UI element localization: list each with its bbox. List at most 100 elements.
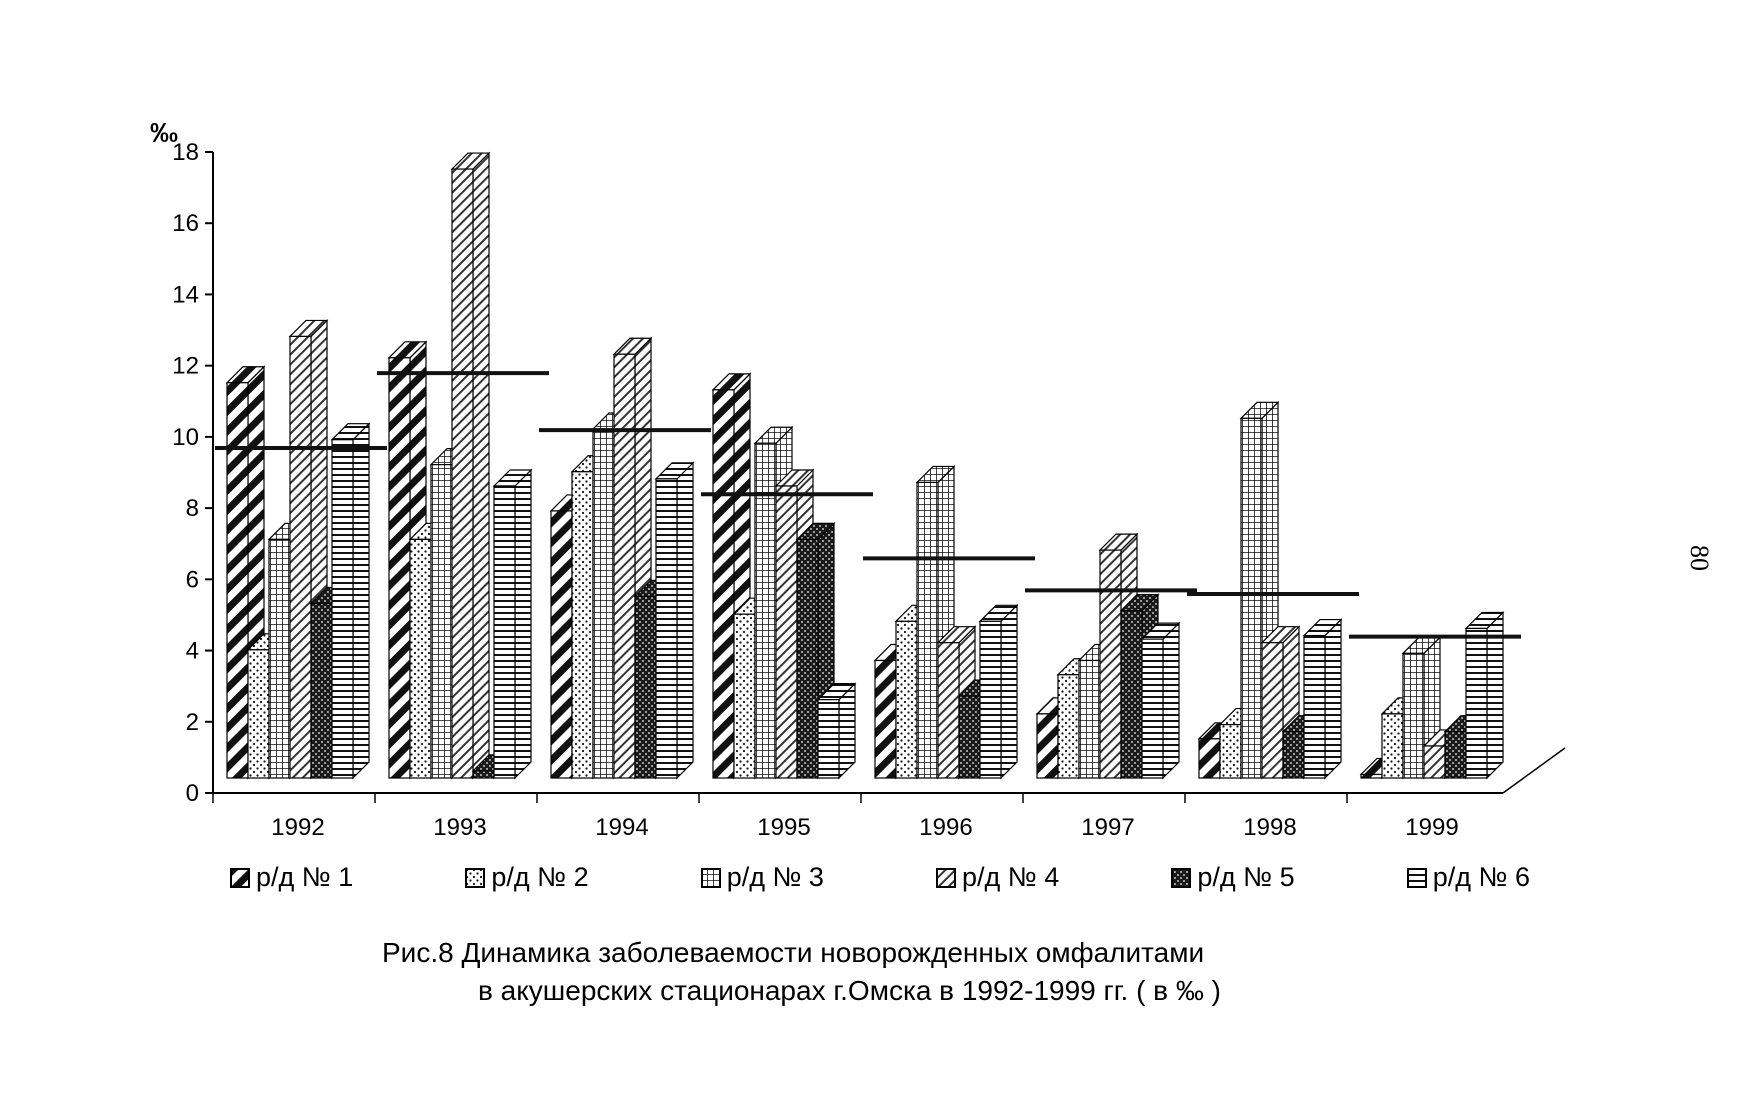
bar-front [634,595,657,779]
bar-front [1381,713,1404,779]
bar-side [1000,603,1018,780]
floor-edge [1502,747,1566,794]
bar-front [388,357,411,779]
x-tick-label: 1995 [757,814,810,841]
x-tick-label: 1997 [1081,814,1134,841]
bar-front [550,510,573,779]
x-tick-label: 1994 [595,814,648,841]
bar-front [1444,731,1467,779]
bar-front [247,649,270,779]
y-tick-label: 12 [172,353,199,380]
x-tick-label: 1999 [1405,814,1458,841]
bar-front [409,538,432,779]
bar-front [916,481,939,779]
bar [450,151,491,780]
bar-front [1099,549,1122,779]
bar-front [1219,723,1242,779]
legend-item: р/д № 2 [465,862,589,893]
legend-swatch [1406,867,1427,888]
legend-item: р/д № 1 [230,862,353,893]
legend-label: р/д № 6 [1432,862,1530,892]
average-lines [215,371,1521,639]
bar-front [1141,638,1164,779]
axis-labels: 0 2 4 6 8 10 12 14 16 18‰ 1992 1993 1994 1995 1996 1997… [150,117,1459,841]
legend-item: р/д № 3 [700,862,824,893]
legend-swatch [700,867,721,888]
y-tick-label: 18 [172,139,199,166]
bar [1464,610,1505,780]
bar-front [733,613,756,779]
bar-front [613,353,636,779]
bar-front [655,478,678,779]
legend-label: р/д № 1 [256,862,354,892]
bar-front [268,538,291,779]
bar [1302,618,1343,780]
y-tick-label: 16 [172,210,199,237]
bar [492,468,533,780]
bar-front [775,485,798,779]
figure-caption: Рис.8 Динамика заболеваемости новорожден… [382,934,1221,1010]
caption-line-2: в акушерских стационарах г.Омска в 1992-… [478,975,1221,1006]
bar-front [1360,773,1383,779]
bar-front [1282,731,1305,779]
bar-front [1465,627,1488,779]
legend: р/д № 1 р/д № 2 р/д № 3 р/д № 4 р/д № 5 р/д №… [230,862,1530,893]
bar-side [1162,621,1180,780]
x-tick-label: 1993 [433,814,486,841]
bar-front [592,428,615,779]
y-tick-label: 6 [186,566,199,593]
legend-swatch [465,867,486,888]
bar-front [1120,610,1143,779]
bar-front [1240,417,1263,779]
legend-label: р/д № 2 [491,862,589,892]
bar-front [817,699,840,779]
x-tick-label: 1998 [1243,814,1296,841]
legend-label: р/д № 5 [1197,862,1295,892]
y-tick-label: 8 [186,495,199,522]
bar [1140,621,1181,780]
bar-front [1198,738,1221,779]
y-tick-label: 0 [186,780,199,807]
bar-front [226,382,249,779]
bar-front [571,471,594,779]
page-number: 80 [1685,545,1714,571]
caption-line-1: Рис.8 Динамика заболеваемости новорожден… [382,937,1205,968]
bar-side [472,151,490,780]
bar-front [874,659,897,779]
bar [816,682,857,780]
bar-front [430,464,453,779]
legend-label: р/д № 4 [962,862,1060,892]
bar-front [979,620,1002,779]
legend-item: р/д № 6 [1406,862,1530,893]
y-unit-label: ‰ [150,117,178,148]
bar-side [514,468,532,780]
bar-side [1324,618,1342,780]
bar-front [712,389,735,779]
bar-front [1423,745,1446,779]
bar-front [451,168,474,779]
x-tick-label: 1992 [271,814,324,841]
bar-front [331,439,354,779]
legend-swatch [230,867,250,888]
bar-front [895,620,918,779]
bar-front [1261,642,1284,779]
bar [654,461,695,780]
bar-side [676,461,694,780]
y-tick-label: 4 [186,638,199,665]
legend-item: р/д № 4 [936,862,1059,893]
bar [612,336,653,780]
bar-front [796,538,819,779]
bar [330,422,371,780]
legend-label: р/д № 3 [726,862,824,892]
bar-front [493,485,516,779]
bar-front [958,695,981,779]
y-tick-label: 10 [172,424,199,451]
bar-front [937,642,960,779]
legend-swatch [936,867,957,888]
axes [205,151,1566,803]
bar-front [310,602,333,779]
legend-swatch [1171,867,1192,888]
bar-side [352,422,370,780]
bars [225,151,1505,780]
